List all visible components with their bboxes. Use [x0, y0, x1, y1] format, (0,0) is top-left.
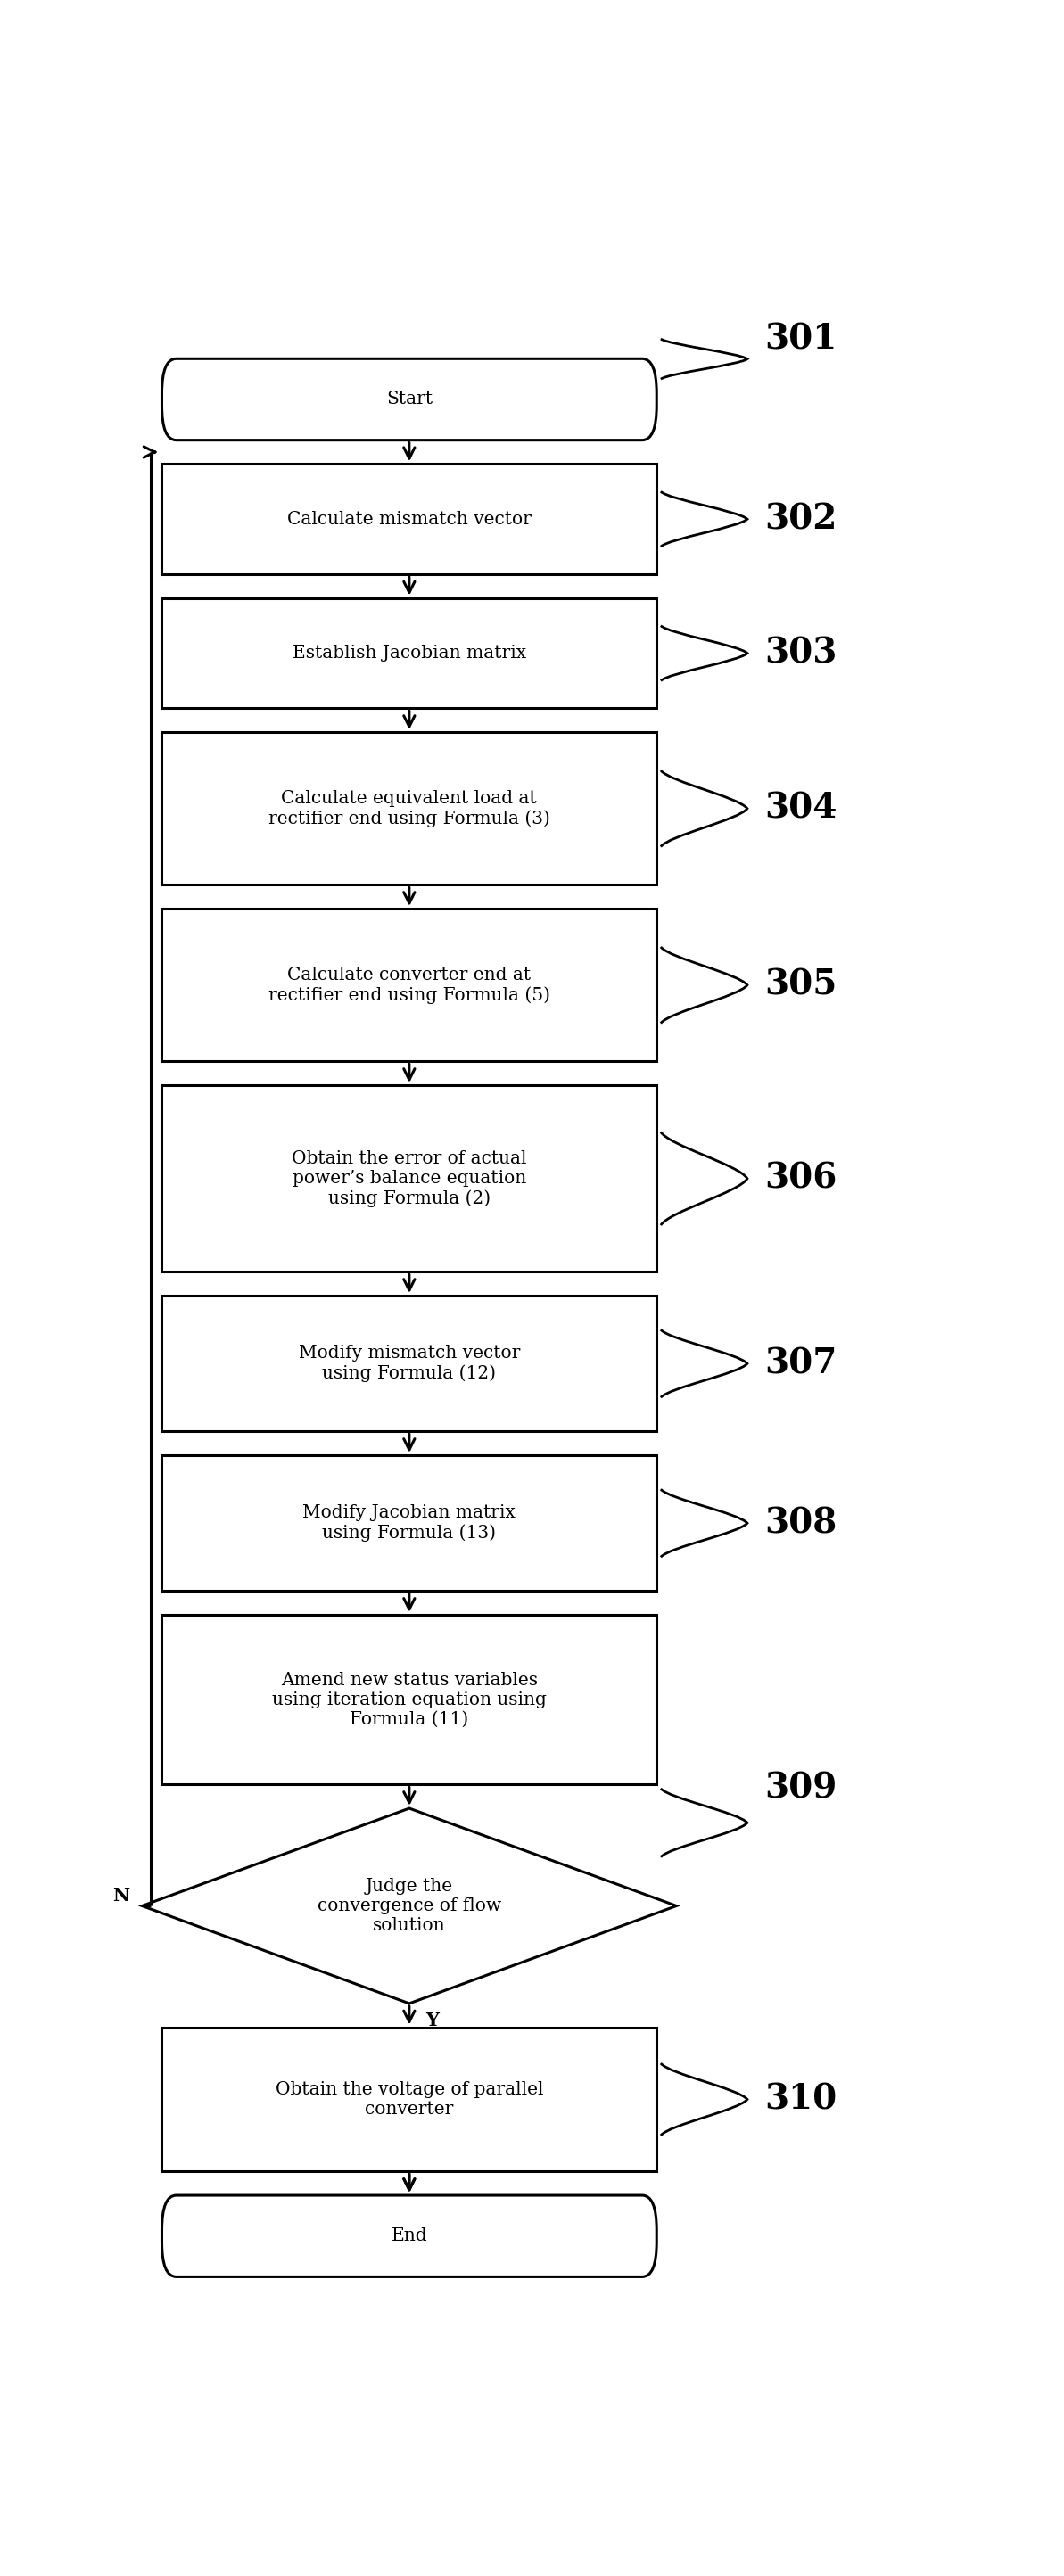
Bar	[162, 1455, 656, 1592]
Text: 303: 303	[765, 636, 837, 670]
Text: Modify Jacobian matrix
using Formula (13): Modify Jacobian matrix using Formula (13…	[303, 1504, 516, 1543]
Text: End: End	[392, 2228, 428, 2244]
Text: 306: 306	[765, 1162, 837, 1195]
FancyBboxPatch shape	[162, 2195, 656, 2277]
Text: 310: 310	[765, 2081, 837, 2117]
Text: Calculate mismatch vector: Calculate mismatch vector	[287, 510, 531, 528]
Text: Obtain the error of actual
power’s balance equation
using Formula (2): Obtain the error of actual power’s balan…	[292, 1149, 527, 1208]
Bar	[162, 464, 656, 574]
Text: 302: 302	[765, 502, 837, 536]
Text: 307: 307	[765, 1347, 837, 1381]
Bar	[162, 598, 656, 708]
Bar	[162, 1084, 656, 1273]
Text: Obtain the voltage of parallel
converter: Obtain the voltage of parallel converter	[276, 2081, 544, 2117]
Text: Start: Start	[386, 392, 432, 407]
Text: 305: 305	[765, 969, 837, 1002]
Text: Amend new status variables
using iteration equation using
Formula (11): Amend new status variables using iterati…	[272, 1672, 547, 1728]
Text: Y: Y	[426, 2012, 439, 2030]
Bar	[162, 732, 656, 886]
Text: N: N	[113, 1888, 130, 1904]
Text: 309: 309	[765, 1772, 837, 1806]
Bar	[162, 1615, 656, 1785]
Bar	[162, 1296, 656, 1432]
Bar	[162, 2027, 656, 2172]
Text: 308: 308	[765, 1507, 837, 1540]
Text: 304: 304	[765, 791, 837, 824]
Text: Calculate converter end at
rectifier end using Formula (5): Calculate converter end at rectifier end…	[268, 966, 550, 1005]
Text: Establish Jacobian matrix: Establish Jacobian matrix	[293, 644, 526, 662]
FancyBboxPatch shape	[162, 358, 656, 440]
Bar	[162, 909, 656, 1061]
Text: Judge the
convergence of flow
solution: Judge the convergence of flow solution	[317, 1878, 501, 1935]
Text: 301: 301	[765, 322, 837, 355]
Text: Modify mismatch vector
using Formula (12): Modify mismatch vector using Formula (12…	[299, 1345, 520, 1383]
Text: Calculate equivalent load at
rectifier end using Formula (3): Calculate equivalent load at rectifier e…	[268, 791, 550, 827]
Polygon shape	[143, 1808, 677, 2004]
